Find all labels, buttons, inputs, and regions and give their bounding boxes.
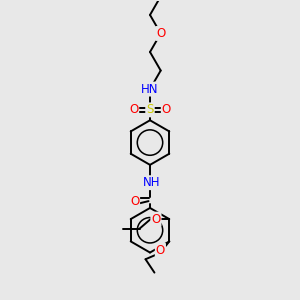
Text: O: O <box>129 103 138 116</box>
Text: HN: HN <box>141 82 159 96</box>
Text: S: S <box>146 103 154 116</box>
Text: NH: NH <box>143 176 160 189</box>
Text: O: O <box>130 195 139 208</box>
Text: O: O <box>151 213 160 226</box>
Text: O: O <box>156 27 165 40</box>
Text: O: O <box>162 103 171 116</box>
Text: O: O <box>156 244 165 257</box>
